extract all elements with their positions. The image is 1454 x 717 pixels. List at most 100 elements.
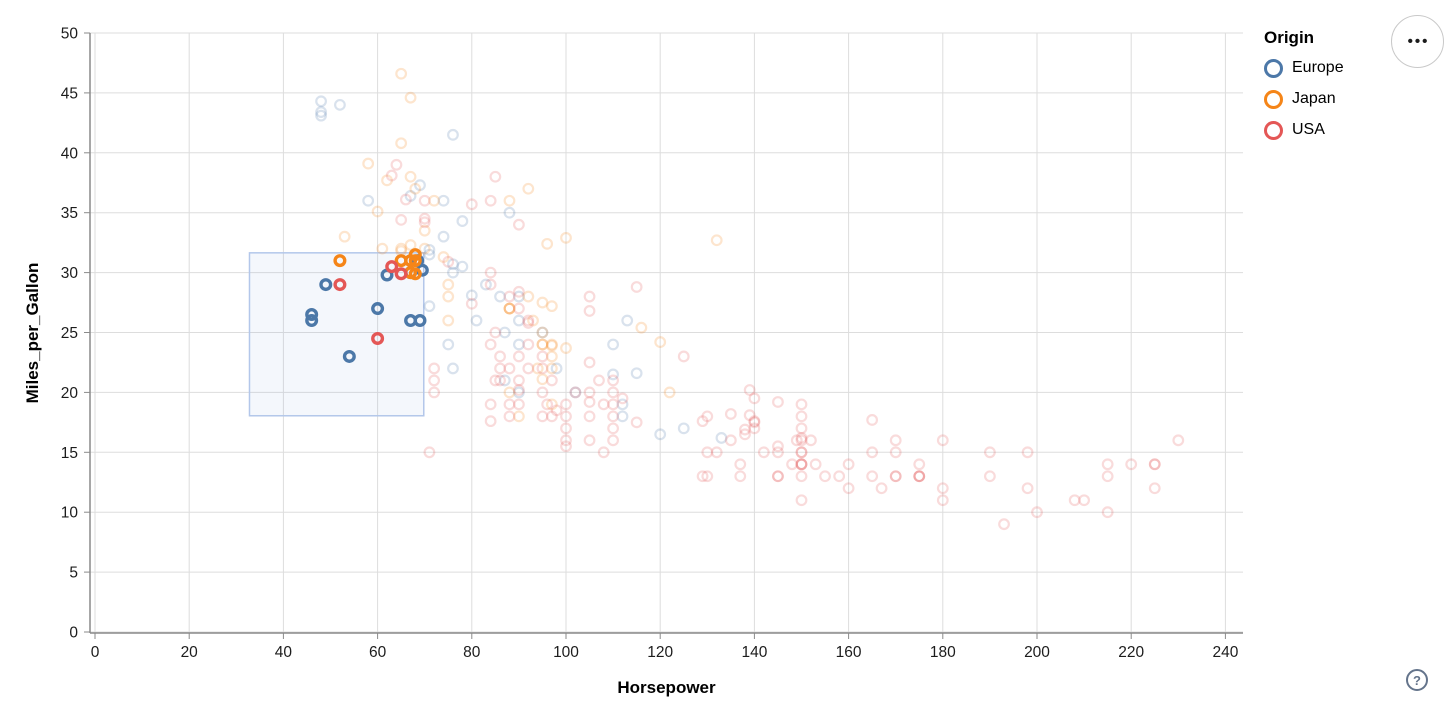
data-point-usa [795, 434, 808, 447]
data-point-usa [1148, 482, 1161, 495]
data-point-usa [795, 446, 808, 459]
data-point-usa [583, 386, 596, 399]
data-point-usa [701, 470, 714, 483]
data-point-usa [560, 434, 572, 447]
data-point-usa [805, 434, 817, 447]
data-point-europe [423, 248, 436, 261]
data-point-europe [334, 98, 346, 111]
data-point-usa [1021, 446, 1034, 459]
data-point-japan [409, 182, 422, 195]
legend-item-usa: USA [1264, 119, 1414, 141]
data-point-usa [1101, 458, 1114, 471]
data-point-usa [385, 169, 398, 182]
data-point-usa [1101, 470, 1114, 483]
data-point-usa [1031, 506, 1043, 519]
data-point-japan [503, 302, 516, 315]
data-point-japan [333, 254, 347, 268]
data-point-japan [428, 194, 441, 207]
data-point-japan [635, 321, 648, 334]
data-point-japan [522, 290, 535, 303]
data-point-usa [936, 482, 949, 495]
legend-label: USA [1292, 121, 1325, 138]
data-point-usa [630, 416, 643, 429]
legend-item-japan: Japan [1264, 88, 1414, 110]
data-point-usa [583, 356, 596, 369]
y-tick-label: 15 [61, 445, 78, 462]
data-point-japan [408, 248, 422, 262]
data-point-usa [913, 458, 926, 471]
data-point-usa [772, 440, 784, 453]
data-point-usa [913, 470, 926, 483]
data-point-europe [607, 338, 619, 351]
data-point-europe [630, 367, 643, 380]
data-point-usa [998, 518, 1010, 531]
data-point-japan [395, 137, 408, 150]
data-point-japan [522, 182, 535, 195]
data-point-europe [423, 243, 436, 256]
data-point-usa [513, 285, 525, 298]
data-point-usa [536, 386, 549, 399]
data-point-usa [833, 470, 846, 483]
data-point-japan [545, 398, 558, 411]
data-point-usa [1172, 434, 1185, 447]
data-point-usa [607, 398, 619, 411]
data-point-japan [531, 362, 544, 375]
chart-menu-button[interactable]: ••• [1391, 15, 1444, 68]
data-point-usa [607, 386, 619, 399]
data-point-usa [428, 386, 441, 399]
x-tick-label: 100 [553, 644, 579, 661]
data-point-usa [428, 374, 441, 387]
data-point-europe [315, 95, 327, 108]
data-point-japan [527, 314, 539, 327]
data-point-usa [866, 470, 879, 483]
data-point-usa [795, 410, 808, 423]
data-point-usa [503, 398, 516, 411]
data-point-usa [545, 374, 558, 387]
help-button[interactable]: ? [1406, 669, 1428, 691]
data-point-japan [545, 362, 558, 375]
data-point-usa [1148, 458, 1161, 471]
data-point-usa [583, 290, 596, 303]
data-point-usa [795, 458, 808, 471]
data-point-japan [395, 242, 408, 255]
data-point-japan [404, 170, 417, 183]
data-point-japan [545, 338, 558, 351]
data-point-usa [913, 470, 926, 483]
data-point-europe [423, 300, 436, 313]
data-point-japan [442, 290, 455, 303]
legend-symbol-usa [1264, 120, 1283, 140]
x-tick-label: 80 [463, 644, 481, 661]
data-point-usa [522, 338, 535, 351]
data-point-usa [484, 398, 497, 411]
data-point-usa [418, 194, 431, 207]
y-tick-label: 25 [61, 325, 78, 342]
data-point-europe [513, 314, 525, 327]
data-point-usa [597, 446, 610, 459]
y-tick-label: 5 [69, 565, 78, 582]
data-point-usa [889, 434, 902, 447]
data-point-usa [772, 396, 784, 408]
data-point-usa [484, 194, 497, 207]
data-point-usa [541, 398, 554, 411]
data-point-usa [748, 392, 761, 405]
data-point-usa [569, 386, 582, 399]
data-point-usa [423, 446, 436, 459]
data-point-usa [607, 374, 619, 387]
data-point-usa [513, 398, 525, 411]
data-point-usa [560, 422, 572, 435]
data-point-japan [503, 302, 516, 315]
data-point-europe [494, 290, 506, 303]
data-point-usa [936, 494, 949, 507]
data-point-usa [936, 434, 949, 447]
data-point-usa [503, 410, 516, 423]
data-point-usa [607, 434, 619, 447]
data-point-usa [772, 470, 784, 483]
data-point-usa [1021, 482, 1034, 495]
data-point-europe [442, 338, 455, 351]
data-point-usa [560, 440, 572, 453]
legend: Origin Europe Japan USA [1264, 28, 1414, 150]
data-point-usa [513, 218, 525, 231]
data-point-europe [447, 128, 459, 141]
data-point-usa [748, 416, 761, 429]
